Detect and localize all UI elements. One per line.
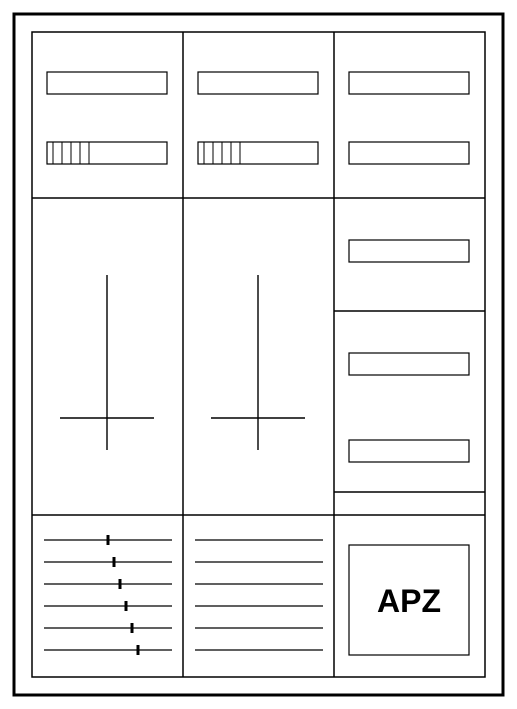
ladder-tick-0 [107, 535, 110, 545]
slot-right-0 [349, 72, 469, 94]
ladder-tick-5 [137, 645, 140, 655]
ladder-tick-3 [125, 601, 128, 611]
apz-label: APZ [377, 583, 441, 619]
ladder-tick-1 [113, 557, 116, 567]
slot-right-2 [349, 240, 469, 262]
slot-mid-1 [198, 142, 318, 164]
slot-right-1 [349, 142, 469, 164]
slot-mid-0 [198, 72, 318, 94]
slot-right-4 [349, 440, 469, 462]
slot-right-3 [349, 353, 469, 375]
ladder-tick-2 [119, 579, 122, 589]
slot-left-0 [47, 72, 167, 94]
slot-left-1 [47, 142, 167, 164]
ladder-tick-4 [131, 623, 134, 633]
